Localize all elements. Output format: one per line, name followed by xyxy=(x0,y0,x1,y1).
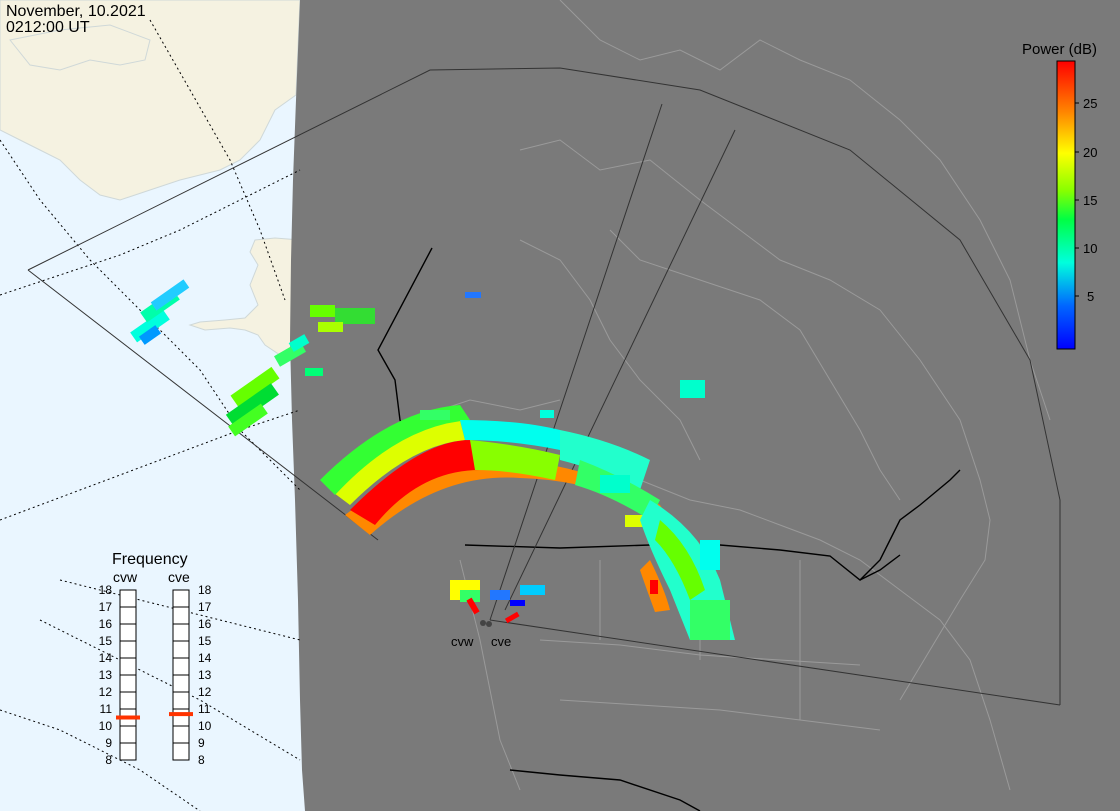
site-marker-cvw xyxy=(480,620,486,626)
frequency-tick-label: 18 xyxy=(99,583,113,597)
frequency-tick-label: 18 xyxy=(198,583,212,597)
chukotka-land xyxy=(9,24,151,71)
frequency-tick-label: 13 xyxy=(99,668,113,682)
frequency-tick-label: 12 xyxy=(99,685,113,699)
frequency-tick-label: 11 xyxy=(100,702,113,716)
radar-sites: cvw cve xyxy=(451,620,511,649)
frequency-scale: 18 17 16 15 14 13 12 11 10 9 8 18 17 16 15 14 13 12 11 10 9 8 xyxy=(99,583,212,767)
frequency-tick-label: 10 xyxy=(198,719,212,733)
frequency-tick-label: 15 xyxy=(198,634,212,648)
colorbar-tick: 15 xyxy=(1083,193,1097,208)
colorbar-tick: 10 xyxy=(1083,241,1097,256)
site-label-cve: cve xyxy=(491,634,511,649)
date-label: November, 10.2021 xyxy=(6,3,146,20)
colorbar-tick: 20 xyxy=(1083,145,1097,160)
frequency-tick-label: 15 xyxy=(99,634,113,648)
frequency-tick-label: 17 xyxy=(99,600,113,614)
frequency-tick-label: 9 xyxy=(105,736,112,750)
site-label-cvw: cvw xyxy=(451,634,474,649)
colorbar-gradient xyxy=(1056,60,1076,350)
backscatter-cells xyxy=(130,279,735,640)
latlon-grid xyxy=(0,19,301,811)
radar-label-cvw: cvw xyxy=(113,569,138,585)
radar-label-cve: cve xyxy=(168,569,190,585)
coastlines xyxy=(439,0,1051,791)
time-label: 0212:00 UT xyxy=(6,19,90,36)
frequency-tick-label: 10 xyxy=(99,719,113,733)
frequency-tick-label: 16 xyxy=(99,617,113,631)
frequency-marker-cve xyxy=(169,712,193,717)
frequency-title: Frequency xyxy=(112,551,188,568)
colorbar: Power (dB) 25 20 15 10 5 xyxy=(1022,41,1097,350)
colorbar-title: Power (dB) xyxy=(1022,41,1097,58)
frequency-tick-label: 8 xyxy=(198,753,205,767)
frequency-tick-label: 14 xyxy=(99,651,113,665)
colorbar-tick: 5 xyxy=(1087,289,1094,304)
frequency-tick-label: 17 xyxy=(198,600,212,614)
site-marker-cve xyxy=(486,621,492,627)
night-region xyxy=(290,0,1120,811)
fov-outlines xyxy=(27,67,1061,706)
frequency-tick-label: 12 xyxy=(198,685,212,699)
frequency-tick-label: 8 xyxy=(105,753,112,767)
frequency-tick-label: 9 xyxy=(198,736,205,750)
frequency-marker-cvw xyxy=(116,715,140,720)
frequency-panel: Frequency cvw cve 1817161514131211109818… xyxy=(99,551,212,767)
frequency-tick-label: 16 xyxy=(198,617,212,631)
frequency-tick-label: 11 xyxy=(198,702,211,716)
frequency-tick-label: 14 xyxy=(198,651,212,665)
colorbar-tick: 25 xyxy=(1083,96,1097,111)
frequency-tick-label: 13 xyxy=(198,668,212,682)
